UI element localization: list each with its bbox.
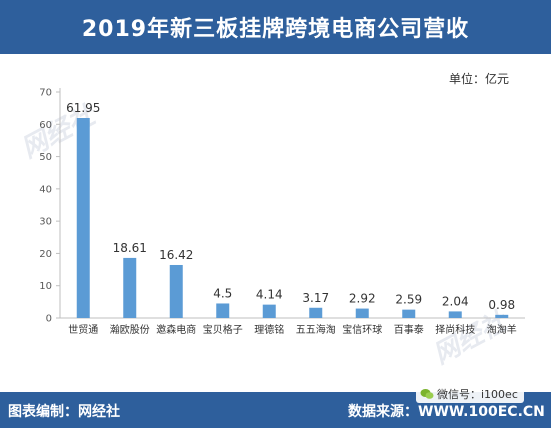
- category-label: 择尚科技: [435, 323, 475, 336]
- value-label: 61.95: [66, 101, 100, 115]
- value-label: 2.59: [395, 293, 422, 307]
- bar: [402, 309, 416, 318]
- category-label: 五五海淘: [296, 323, 336, 336]
- value-label: 18.61: [113, 241, 147, 255]
- category-label: 宝贝格子: [203, 323, 243, 336]
- chart-title: 2019年新三板挂牌跨境电商公司营收: [81, 17, 470, 42]
- footer-bar: 图表编制：网经社 数据来源：WWW.100EC.CN: [0, 392, 551, 428]
- category-label: 理德铭: [254, 323, 284, 336]
- y-tick-label: 40: [39, 184, 52, 195]
- bar: [169, 264, 183, 318]
- bar: [216, 303, 230, 318]
- y-tick-label: 0: [46, 314, 52, 325]
- bar: [76, 117, 90, 319]
- y-tick-label: 70: [39, 88, 52, 99]
- footer-compiler: 图表编制：网经社: [8, 404, 120, 420]
- y-tick-label: 20: [39, 249, 52, 260]
- y-tick-label: 10: [39, 281, 52, 292]
- wechat-badge: 微信号：i100ec: [416, 385, 524, 403]
- category-label: 世贸通: [68, 324, 98, 336]
- y-tick-label: 60: [39, 120, 52, 131]
- bar: [495, 314, 509, 318]
- y-tick-label: 50: [39, 152, 52, 163]
- category-label: 瀚欧股份: [110, 323, 150, 336]
- bar: [262, 304, 276, 318]
- category-label: 百事泰: [394, 323, 424, 336]
- value-label: 2.92: [349, 292, 376, 306]
- value-label: 3.17: [302, 291, 329, 305]
- value-label: 4.14: [256, 288, 283, 302]
- category-label: 淘淘羊: [487, 323, 517, 336]
- value-label: 16.42: [159, 248, 193, 262]
- category-label: 邀森电商: [156, 323, 196, 336]
- unit-label: 单位：亿元: [448, 72, 509, 86]
- title-bar: 2019年新三板挂牌跨境电商公司营收: [0, 0, 551, 54]
- bar: [448, 311, 462, 318]
- value-label: 0.98: [488, 298, 515, 312]
- bar: [123, 257, 137, 318]
- value-label: 4.5: [213, 286, 232, 300]
- bar: [309, 307, 323, 318]
- y-tick-label: 30: [39, 217, 52, 228]
- value-label: 2.04: [442, 294, 469, 308]
- wechat-icon: [420, 389, 434, 399]
- wechat-id: 微信号：i100ec: [437, 388, 518, 401]
- footer-source: 数据来源：WWW.100EC.CN: [348, 404, 545, 420]
- category-label: 宝信环球: [342, 323, 382, 336]
- bar: [355, 308, 369, 318]
